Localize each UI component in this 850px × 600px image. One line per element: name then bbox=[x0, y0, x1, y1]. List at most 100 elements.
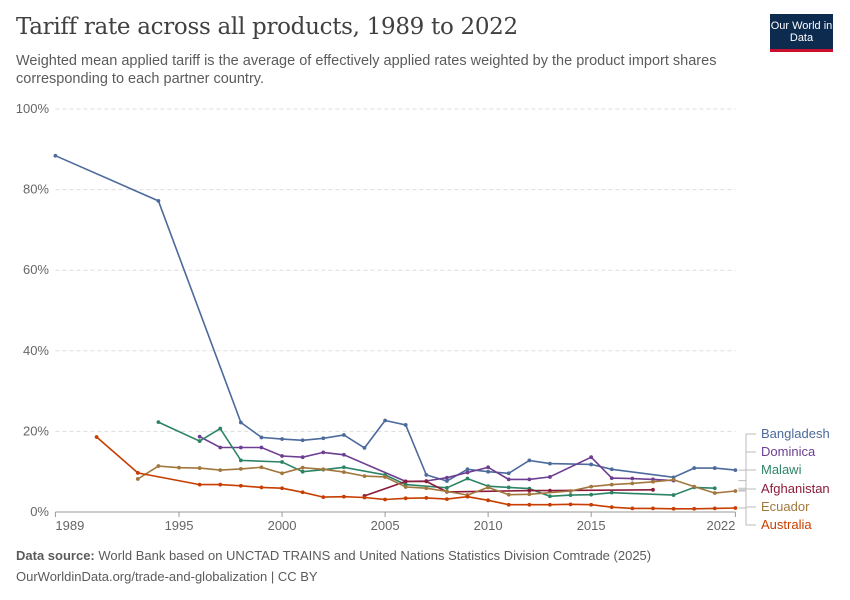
data-point bbox=[506, 492, 511, 497]
data-point bbox=[383, 418, 387, 423]
data-point bbox=[445, 497, 449, 502]
legend-connector bbox=[738, 488, 756, 491]
x-tick-label: 2022 bbox=[706, 518, 735, 533]
data-point bbox=[651, 487, 655, 492]
data-point bbox=[259, 445, 264, 450]
data-point bbox=[692, 466, 697, 470]
data-point bbox=[156, 420, 161, 425]
data-point bbox=[403, 479, 408, 484]
y-tick-label: 100% bbox=[16, 101, 50, 116]
data-point bbox=[424, 473, 429, 477]
legend-connector bbox=[738, 490, 756, 508]
data-point bbox=[712, 491, 717, 495]
data-point bbox=[486, 465, 491, 470]
data-point bbox=[506, 477, 511, 482]
legend-label-bangladesh: Bangladesh bbox=[761, 426, 830, 441]
data-point bbox=[630, 506, 635, 511]
x-tick-label: 2000 bbox=[268, 518, 297, 533]
data-point bbox=[94, 435, 99, 439]
data-point bbox=[341, 433, 346, 437]
data-point bbox=[630, 476, 635, 481]
y-tick-label: 60% bbox=[23, 262, 49, 277]
data-point bbox=[548, 488, 552, 493]
data-point bbox=[712, 506, 717, 511]
data-point bbox=[238, 458, 243, 463]
data-point bbox=[300, 469, 305, 474]
data-point bbox=[321, 467, 326, 472]
data-point bbox=[692, 506, 697, 511]
data-point bbox=[238, 483, 243, 488]
data-point bbox=[197, 482, 202, 487]
data-point bbox=[465, 494, 470, 499]
data-point bbox=[445, 475, 449, 480]
x-tick-label: 1995 bbox=[165, 518, 194, 533]
data-source: Data source: World Bank based on UNCTAD … bbox=[16, 548, 651, 563]
data-point bbox=[609, 482, 614, 487]
y-tick-label: 80% bbox=[23, 182, 49, 197]
data-point bbox=[671, 506, 676, 511]
data-point bbox=[733, 468, 738, 472]
data-point bbox=[548, 502, 552, 507]
data-point bbox=[53, 153, 58, 158]
data-point bbox=[218, 426, 223, 431]
data-point bbox=[321, 495, 326, 499]
data-point bbox=[218, 482, 223, 487]
owid-logo[interactable]: Our World in Data bbox=[770, 14, 833, 52]
data-point bbox=[238, 445, 243, 450]
data-point bbox=[341, 470, 346, 475]
data-point bbox=[568, 502, 573, 507]
data-point bbox=[156, 464, 161, 468]
data-point bbox=[424, 479, 429, 484]
data-point bbox=[609, 490, 614, 495]
data-point bbox=[609, 467, 614, 472]
data-point bbox=[589, 502, 594, 507]
legend-connector bbox=[738, 469, 756, 489]
data-point bbox=[280, 454, 284, 458]
data-point bbox=[341, 494, 346, 499]
x-tick-label: 2010 bbox=[474, 518, 503, 533]
y-tick-label: 40% bbox=[23, 343, 49, 358]
data-point bbox=[630, 481, 635, 486]
data-point bbox=[259, 465, 264, 470]
data-point bbox=[589, 455, 594, 460]
data-point bbox=[362, 446, 367, 450]
data-point bbox=[568, 493, 573, 497]
y-tick-label: 20% bbox=[23, 423, 49, 438]
data-point bbox=[403, 423, 408, 427]
data-point bbox=[445, 479, 449, 483]
data-point bbox=[692, 484, 697, 489]
data-point bbox=[383, 475, 387, 479]
x-tick-label: 1989 bbox=[55, 518, 84, 533]
data-point bbox=[609, 476, 614, 481]
chart-subtitle: Weighted mean applied tariff is the aver… bbox=[16, 53, 717, 87]
data-point bbox=[486, 485, 491, 490]
data-point bbox=[589, 462, 594, 467]
data-point bbox=[403, 485, 408, 489]
data-point bbox=[424, 486, 429, 491]
data-point bbox=[671, 493, 676, 497]
chart-title: Tariff rate across all products, 1989 to… bbox=[16, 14, 518, 40]
data-point bbox=[465, 476, 470, 481]
source-url[interactable]: OurWorldinData.org/trade-and-globalizati… bbox=[16, 569, 318, 584]
data-point bbox=[568, 489, 573, 493]
data-point bbox=[589, 492, 594, 497]
data-point bbox=[506, 485, 511, 490]
data-point bbox=[506, 471, 511, 476]
data-point bbox=[712, 466, 717, 470]
y-tick-label: 0% bbox=[30, 504, 49, 519]
data-point bbox=[300, 490, 305, 495]
series-line-bangladesh bbox=[55, 154, 736, 482]
data-point bbox=[548, 475, 552, 479]
data-point bbox=[280, 460, 284, 464]
source-label: Data source: bbox=[16, 548, 95, 563]
data-point bbox=[651, 479, 655, 484]
legend-connector bbox=[738, 451, 756, 482]
data-point bbox=[548, 461, 552, 466]
data-point bbox=[300, 455, 305, 460]
data-point bbox=[238, 420, 243, 425]
data-point bbox=[651, 506, 655, 511]
data-point bbox=[465, 470, 470, 475]
data-point bbox=[445, 489, 449, 494]
data-point bbox=[671, 477, 676, 482]
